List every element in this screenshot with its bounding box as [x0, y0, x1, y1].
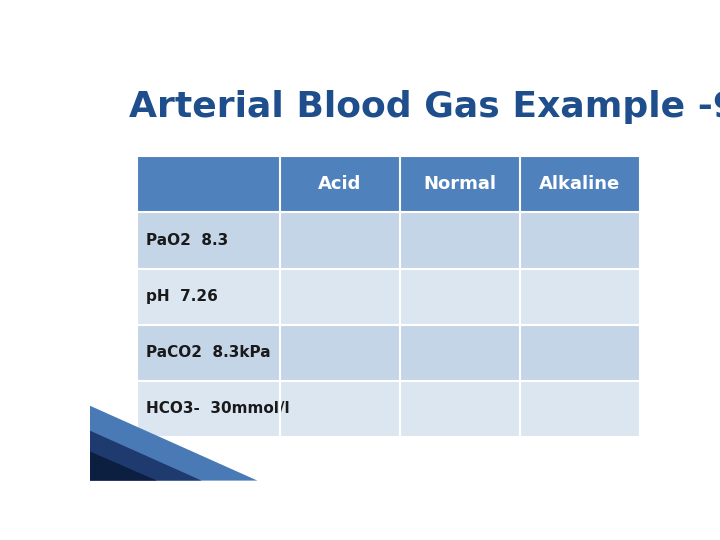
FancyBboxPatch shape [280, 268, 400, 325]
FancyBboxPatch shape [520, 212, 639, 268]
Text: Alkaline: Alkaline [539, 176, 620, 193]
FancyBboxPatch shape [138, 156, 280, 212]
Text: HCO3-  30mmol/l: HCO3- 30mmol/l [145, 401, 289, 416]
FancyBboxPatch shape [138, 325, 280, 381]
FancyBboxPatch shape [520, 156, 639, 212]
FancyBboxPatch shape [280, 212, 400, 268]
FancyBboxPatch shape [520, 381, 639, 437]
Text: PaCO2  8.3kPa: PaCO2 8.3kPa [145, 345, 271, 360]
Polygon shape [90, 431, 202, 481]
FancyBboxPatch shape [138, 268, 280, 325]
FancyBboxPatch shape [400, 212, 520, 268]
FancyBboxPatch shape [400, 268, 520, 325]
FancyBboxPatch shape [138, 381, 280, 437]
Text: Arterial Blood Gas Example -9: Arterial Blood Gas Example -9 [129, 90, 720, 124]
FancyBboxPatch shape [520, 325, 639, 381]
Polygon shape [90, 451, 157, 481]
Text: pH  7.26: pH 7.26 [145, 289, 217, 304]
FancyBboxPatch shape [280, 156, 400, 212]
FancyBboxPatch shape [400, 325, 520, 381]
Text: Acid: Acid [318, 176, 361, 193]
Text: PaO2  8.3: PaO2 8.3 [145, 233, 228, 248]
FancyBboxPatch shape [400, 156, 520, 212]
FancyBboxPatch shape [280, 325, 400, 381]
FancyBboxPatch shape [400, 381, 520, 437]
Text: Normal: Normal [423, 176, 496, 193]
FancyBboxPatch shape [138, 212, 280, 268]
FancyBboxPatch shape [280, 381, 400, 437]
Polygon shape [90, 406, 258, 481]
FancyBboxPatch shape [520, 268, 639, 325]
